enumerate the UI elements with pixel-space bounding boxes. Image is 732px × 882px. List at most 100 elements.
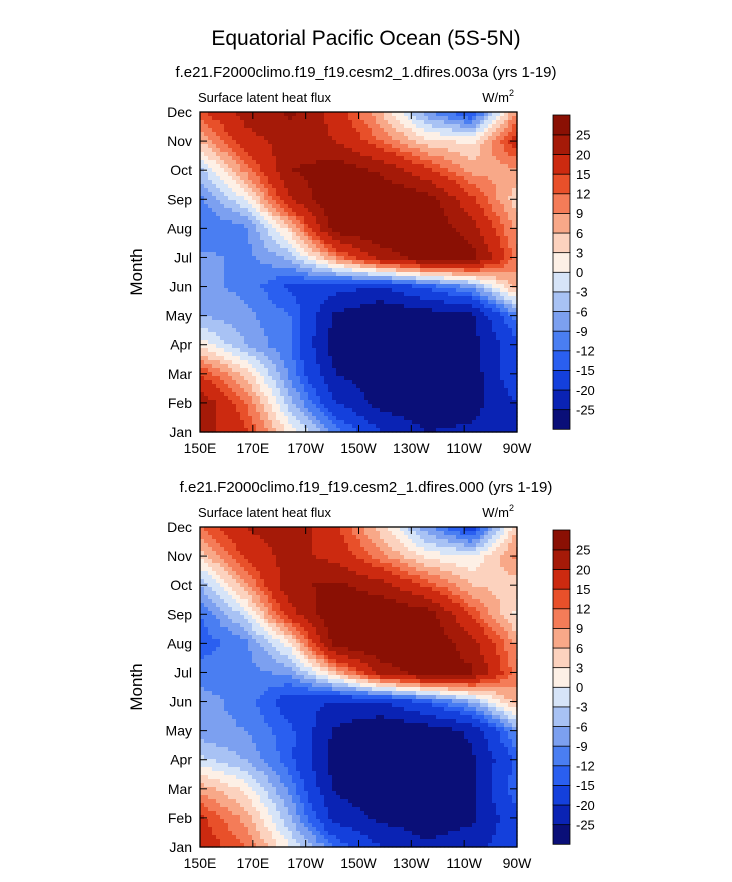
contour-cell xyxy=(484,304,489,309)
contour-cell xyxy=(444,176,449,181)
contour-cell xyxy=(336,304,341,309)
contour-cell xyxy=(316,280,321,285)
contour-cell xyxy=(228,296,233,301)
contour-cell xyxy=(216,288,221,293)
contour-cell xyxy=(320,180,325,185)
contour-cell xyxy=(408,124,413,129)
contour-cell xyxy=(248,360,253,365)
contour-cell xyxy=(396,148,401,153)
contour-cell xyxy=(288,136,293,141)
contour-cell xyxy=(424,116,429,121)
contour-cell xyxy=(304,168,309,173)
contour-cell xyxy=(408,176,413,181)
contour-cell xyxy=(316,336,321,341)
contour-cell xyxy=(264,124,269,129)
contour-cell xyxy=(256,304,261,309)
contour-cell xyxy=(424,256,429,261)
contour-cell xyxy=(496,248,501,253)
contour-cell xyxy=(416,144,421,149)
contour-cell xyxy=(304,212,309,217)
contour-cell xyxy=(220,112,225,117)
contour-cell xyxy=(312,180,317,185)
contour-cell xyxy=(264,312,269,317)
contour-cell xyxy=(308,192,313,197)
contour-cell xyxy=(396,224,401,229)
contour-cell xyxy=(332,140,337,145)
contour-cell xyxy=(400,196,405,201)
contour-cell xyxy=(340,332,345,337)
contour-cell xyxy=(324,128,329,133)
contour-cell xyxy=(420,280,425,285)
contour-cell xyxy=(352,232,357,237)
contour-cell xyxy=(284,188,289,193)
contour-cell xyxy=(308,284,313,289)
contour-cell xyxy=(372,136,377,141)
contour-cell xyxy=(444,340,449,345)
contour-cell xyxy=(208,228,213,233)
contour-cell xyxy=(508,124,513,129)
contour-cell xyxy=(292,344,297,349)
contour-cell xyxy=(216,204,221,209)
contour-cell xyxy=(216,188,221,193)
contour-cell xyxy=(380,192,385,197)
contour-cell xyxy=(496,192,501,197)
contour-cell xyxy=(208,312,213,317)
contour-cell xyxy=(260,268,265,273)
contour-cell xyxy=(276,248,281,253)
contour-cell xyxy=(260,136,265,141)
contour-cell xyxy=(328,152,333,157)
contour-cell xyxy=(300,152,305,157)
contour-cell xyxy=(324,312,329,317)
contour-cell xyxy=(424,300,429,305)
contour-cell xyxy=(424,268,429,273)
contour-cell xyxy=(292,124,297,129)
contour-cell xyxy=(440,220,445,225)
contour-cell xyxy=(504,204,509,209)
contour-cell xyxy=(472,200,477,205)
contour-cell xyxy=(392,356,397,361)
contour-cell xyxy=(480,228,485,233)
contour-cell xyxy=(328,280,333,285)
contour-cell xyxy=(220,128,225,133)
contour-cell xyxy=(248,112,253,117)
contour-cell xyxy=(204,188,209,193)
contour-cell xyxy=(432,348,437,353)
contour-cell xyxy=(348,340,353,345)
contour-cell xyxy=(356,292,361,297)
contour-cell xyxy=(428,180,433,185)
contour-cell xyxy=(300,180,305,185)
contour-cell xyxy=(484,328,489,333)
contour-cell xyxy=(488,264,493,269)
contour-cell xyxy=(448,336,453,341)
contour-cell xyxy=(264,248,269,253)
contour-cell xyxy=(412,268,417,273)
contour-cell xyxy=(296,208,301,213)
contour-cell xyxy=(228,300,233,305)
contour-cell xyxy=(368,172,373,177)
contour-cell xyxy=(396,352,401,357)
contour-cell xyxy=(268,324,273,329)
contour-cell xyxy=(256,116,261,121)
contour-cell xyxy=(512,144,517,149)
contour-cell xyxy=(240,124,245,129)
contour-cell xyxy=(276,144,281,149)
contour-cell xyxy=(420,128,425,133)
contour-cell xyxy=(504,244,509,249)
contour-cell xyxy=(224,172,229,177)
contour-cell xyxy=(380,296,385,301)
contour-cell xyxy=(440,148,445,153)
contour-cell xyxy=(208,296,213,301)
contour-cell xyxy=(328,116,333,121)
contour-cell xyxy=(388,296,393,301)
contour-cell xyxy=(444,236,449,241)
contour-cell xyxy=(276,196,281,201)
contour-cell xyxy=(252,320,257,325)
contour-cell xyxy=(388,236,393,241)
contour-cell xyxy=(244,244,249,249)
contour-cell xyxy=(500,344,505,349)
contour-cell xyxy=(372,324,377,329)
contour-cell xyxy=(336,176,341,181)
contour-cell xyxy=(212,216,217,221)
contour-cell xyxy=(248,224,253,229)
contour-cell xyxy=(356,228,361,233)
